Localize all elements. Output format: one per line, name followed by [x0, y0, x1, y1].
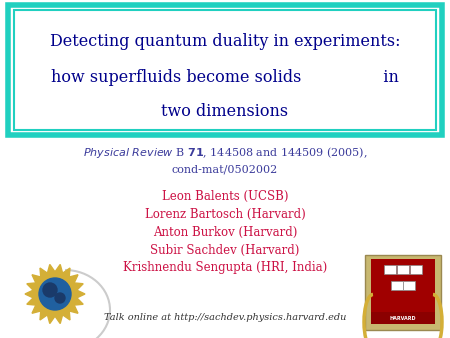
Polygon shape: [76, 290, 85, 298]
Text: Talk online at http://sachdev.physics.harvard.edu: Talk online at http://sachdev.physics.ha…: [104, 314, 346, 322]
Text: Leon Balents (UCSB): Leon Balents (UCSB): [162, 190, 288, 202]
Text: cond-mat/0502002: cond-mat/0502002: [172, 165, 278, 175]
Polygon shape: [40, 268, 48, 277]
FancyBboxPatch shape: [403, 281, 415, 290]
Polygon shape: [47, 315, 55, 323]
FancyBboxPatch shape: [371, 259, 435, 314]
Polygon shape: [27, 283, 36, 290]
Text: $\it{Physical\ Review}$ B $\bf{71}$, 144508 and 144509 (2005),: $\it{Physical\ Review}$ B $\bf{71}$, 144…: [83, 145, 367, 160]
Polygon shape: [74, 298, 83, 305]
FancyBboxPatch shape: [14, 10, 436, 130]
Polygon shape: [25, 290, 33, 298]
Text: Lorenz Bartosch (Harvard): Lorenz Bartosch (Harvard): [144, 208, 306, 220]
Circle shape: [55, 293, 65, 303]
Polygon shape: [27, 298, 36, 305]
Text: Krishnendu Sengupta (HRI, India): Krishnendu Sengupta (HRI, India): [123, 262, 327, 274]
FancyBboxPatch shape: [365, 255, 441, 330]
Circle shape: [43, 283, 57, 297]
Polygon shape: [69, 305, 78, 313]
Circle shape: [39, 278, 71, 310]
FancyBboxPatch shape: [371, 312, 435, 324]
FancyBboxPatch shape: [384, 265, 396, 274]
Polygon shape: [63, 311, 70, 320]
FancyBboxPatch shape: [397, 265, 409, 274]
Text: how superfluids become solids                in: how superfluids become solids in: [51, 70, 399, 87]
Polygon shape: [40, 311, 48, 320]
Polygon shape: [32, 275, 41, 283]
Polygon shape: [32, 305, 41, 313]
Circle shape: [33, 272, 77, 316]
Text: HARVARD: HARVARD: [390, 316, 416, 321]
FancyBboxPatch shape: [410, 265, 422, 274]
Polygon shape: [74, 283, 83, 290]
Text: two dimensions: two dimensions: [162, 103, 288, 121]
Text: Anton Burkov (Harvard): Anton Burkov (Harvard): [153, 225, 297, 239]
Text: Detecting quantum duality in experiments:: Detecting quantum duality in experiments…: [50, 33, 400, 50]
FancyBboxPatch shape: [391, 281, 403, 290]
Polygon shape: [55, 264, 63, 273]
Polygon shape: [47, 264, 55, 273]
Polygon shape: [55, 315, 63, 323]
Polygon shape: [69, 275, 78, 283]
Polygon shape: [63, 268, 70, 277]
FancyBboxPatch shape: [8, 5, 442, 135]
Text: Subir Sachdev (Harvard): Subir Sachdev (Harvard): [150, 243, 300, 257]
